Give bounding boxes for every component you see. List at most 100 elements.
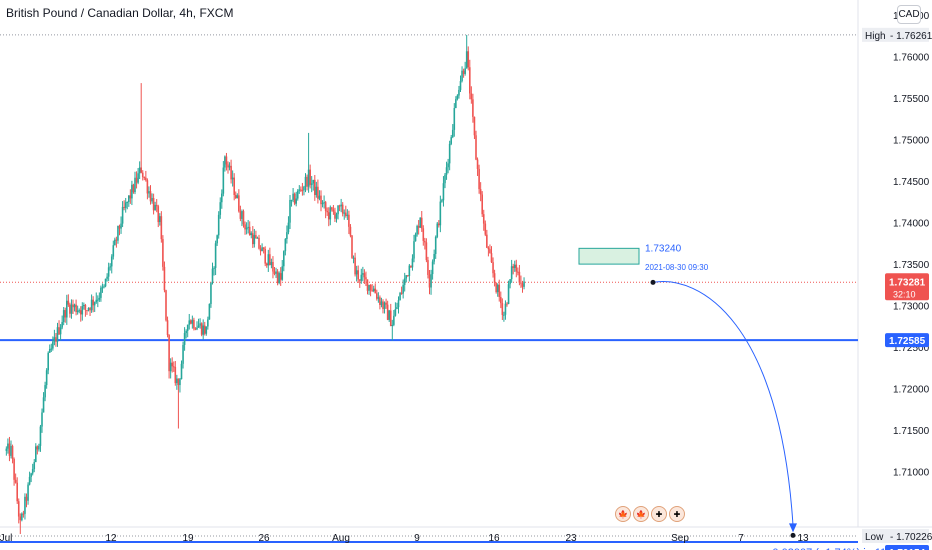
candle-body (123, 206, 125, 208)
price-axis[interactable]: 1.765001.760001.755001.750001.745001.740… (893, 11, 930, 479)
candle-body (411, 258, 414, 268)
candle-body (523, 281, 525, 287)
candle-body (424, 240, 426, 243)
candle-body (416, 225, 418, 235)
candle-body (231, 177, 234, 180)
candle-body (315, 186, 318, 196)
rectangle-zone[interactable]: 1.73240 2021-08-30 09:30 (578, 243, 709, 272)
time-tick-label: 7 (738, 533, 744, 544)
candle-body (128, 195, 130, 202)
candle-body (461, 70, 463, 82)
candle-body (332, 209, 335, 212)
candle-body (278, 273, 280, 283)
candle-body (496, 284, 499, 293)
candle-body (115, 239, 118, 241)
candle-body (193, 319, 195, 329)
symbol-title[interactable]: British Pound / Canadian Dollar, 4h, FXC… (6, 6, 234, 20)
candle-body (124, 202, 127, 208)
zone-rectangle[interactable] (578, 247, 640, 265)
price-tick-label: 1.73000 (893, 302, 930, 313)
candle-body (269, 254, 271, 265)
time-tick-label: 19 (182, 533, 194, 544)
candle-body (312, 179, 315, 184)
candle-body (380, 301, 383, 305)
projection-arrow[interactable]: −0.03007 (−1.74%) in 11d1.702332021-09-1… (650, 279, 893, 550)
candle-body (434, 236, 437, 254)
candle-body (210, 283, 212, 304)
canada-flag-icon[interactable]: 🍁 (615, 506, 631, 522)
projection-end-point[interactable] (790, 532, 796, 538)
candle-body (126, 201, 129, 203)
uk-flag-icon[interactable]: ✚ (669, 506, 685, 522)
currency-badge[interactable]: CAD (897, 5, 921, 24)
candle-body (219, 202, 222, 215)
candle-body (479, 189, 482, 195)
candle-body (45, 370, 48, 386)
projection-start-point[interactable] (650, 279, 656, 285)
candle-body (495, 282, 497, 293)
candle-body (273, 271, 276, 274)
high-label-bg (862, 27, 929, 42)
candle-body (233, 177, 235, 195)
support-price-label-bg (885, 333, 929, 348)
candle-body (455, 99, 457, 109)
candle-body (19, 516, 22, 521)
projection-curve[interactable] (652, 281, 794, 526)
uk-flag-icon[interactable]: ✚ (651, 506, 667, 522)
candle-body (137, 173, 139, 183)
candle-body (191, 319, 194, 324)
candle-body (66, 300, 68, 318)
candle-body (35, 446, 37, 463)
candle-body (247, 226, 249, 228)
candle-body (371, 290, 373, 292)
candle-body (309, 169, 311, 185)
low-label: Low (865, 532, 884, 543)
candle-body (362, 273, 364, 275)
candle-body (196, 327, 198, 330)
event-markers[interactable]: 🍁 🍁 ✚ ✚ (615, 506, 685, 522)
candle-body (396, 307, 398, 310)
candle-body (385, 302, 387, 305)
candle-body (355, 270, 358, 275)
zone-price-label: 1.73240 (645, 243, 682, 254)
candle-body (389, 310, 392, 327)
candle-body (78, 310, 80, 312)
candle-body (168, 334, 170, 372)
candle-body (106, 276, 108, 279)
candle-body (275, 271, 277, 274)
candle-body (17, 501, 20, 517)
candle-body (25, 496, 28, 501)
candle-body (180, 363, 183, 380)
candle-body (258, 237, 260, 249)
candle-body (22, 513, 25, 515)
high-value: - 1.76261 (890, 31, 932, 42)
candle-body (7, 443, 9, 449)
candle-body (478, 168, 480, 190)
candle-body (16, 482, 18, 502)
candle-body (55, 337, 57, 342)
candle-body (177, 378, 180, 386)
candle-body (238, 195, 240, 212)
candle-body (433, 253, 435, 262)
candle-body (129, 195, 132, 199)
candle-body (366, 279, 369, 291)
canada-flag-icon[interactable]: 🍁 (633, 506, 649, 522)
candle-body (41, 412, 43, 427)
candle-body (8, 443, 11, 456)
candle-body (79, 310, 82, 315)
support-price-label: 1.72585 (889, 336, 926, 347)
candle-body (289, 199, 291, 223)
candle-body (296, 190, 299, 199)
candle-body (67, 300, 70, 305)
candle-body (107, 267, 110, 277)
candle-body (441, 200, 443, 202)
candle-body (458, 89, 460, 96)
candle-body (379, 297, 381, 305)
candle-body (131, 184, 133, 199)
candle-body (352, 257, 355, 259)
candle-body (442, 183, 445, 201)
candle-body (459, 81, 462, 90)
candle-body (348, 214, 350, 227)
candle-body (199, 323, 201, 326)
